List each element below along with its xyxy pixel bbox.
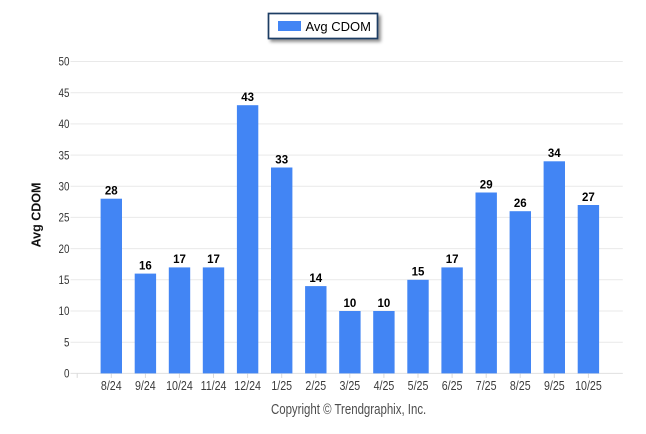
svg-text:33: 33 <box>275 154 288 166</box>
svg-text:Avg CDOM: Avg CDOM <box>29 183 43 248</box>
svg-text:10: 10 <box>59 305 70 318</box>
svg-text:7/25: 7/25 <box>476 378 497 393</box>
svg-text:30: 30 <box>59 181 70 194</box>
svg-text:8/25: 8/25 <box>510 378 531 393</box>
svg-text:17: 17 <box>173 254 186 266</box>
svg-text:14: 14 <box>309 273 322 285</box>
svg-text:34: 34 <box>548 148 561 160</box>
svg-text:15: 15 <box>59 274 70 287</box>
svg-text:10/25: 10/25 <box>575 378 602 393</box>
svg-text:27: 27 <box>582 192 595 204</box>
svg-text:10: 10 <box>378 298 391 310</box>
svg-text:35: 35 <box>59 149 70 162</box>
svg-text:10: 10 <box>344 298 357 310</box>
svg-text:4/25: 4/25 <box>374 378 395 393</box>
svg-text:16: 16 <box>139 260 152 272</box>
svg-text:40: 40 <box>59 118 70 131</box>
svg-text:11/24: 11/24 <box>201 378 227 393</box>
svg-text:17: 17 <box>207 254 220 266</box>
svg-text:20: 20 <box>59 243 70 256</box>
svg-text:25: 25 <box>59 212 70 225</box>
svg-text:2/25: 2/25 <box>305 378 326 393</box>
svg-text:12/24: 12/24 <box>234 378 261 393</box>
svg-text:9/24: 9/24 <box>135 378 156 393</box>
svg-text:Copyright © Trendgraphix, Inc.: Copyright © Trendgraphix, Inc. <box>271 401 426 418</box>
svg-text:28: 28 <box>105 186 118 198</box>
svg-text:3/25: 3/25 <box>339 378 360 393</box>
svg-text:9/25: 9/25 <box>544 378 565 393</box>
svg-text:15: 15 <box>412 267 425 279</box>
svg-text:50: 50 <box>59 56 70 69</box>
svg-text:17: 17 <box>446 254 459 266</box>
svg-text:0: 0 <box>64 368 69 381</box>
svg-text:29: 29 <box>480 179 493 191</box>
svg-text:8/24: 8/24 <box>101 378 122 393</box>
svg-text:5/25: 5/25 <box>408 378 429 393</box>
svg-text:5: 5 <box>64 337 69 350</box>
svg-text:26: 26 <box>514 198 527 210</box>
svg-text:1/25: 1/25 <box>271 378 292 393</box>
svg-text:43: 43 <box>241 92 254 104</box>
svg-text:45: 45 <box>59 87 70 100</box>
svg-text:6/25: 6/25 <box>442 378 463 393</box>
svg-text:Avg CDOM: Avg CDOM <box>306 19 372 34</box>
svg-text:10/24: 10/24 <box>166 378 193 393</box>
